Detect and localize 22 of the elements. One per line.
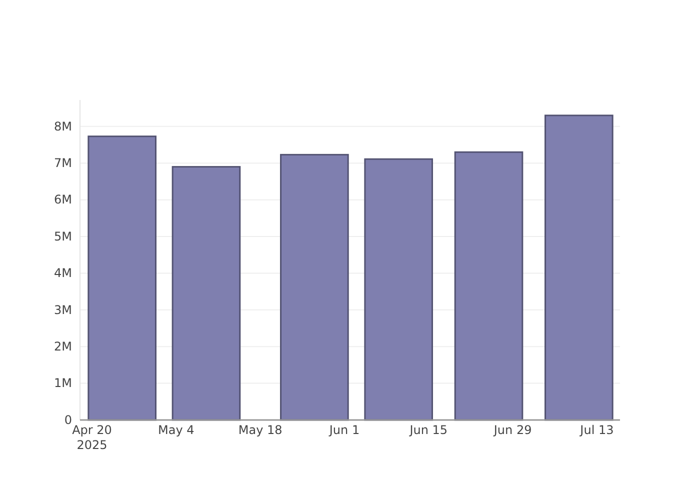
x-tick-label: May 18 <box>238 423 282 437</box>
bar <box>172 166 241 421</box>
x-tick-label: Jun 29 <box>492 423 532 437</box>
bar <box>280 154 349 421</box>
y-tick-label: 6M <box>54 192 72 207</box>
y-tick-label: 7M <box>54 156 72 170</box>
y-tick-label: 5M <box>54 229 72 244</box>
x-tick-label: Apr 20 2025 <box>72 423 112 452</box>
y-tick-label: 2M <box>54 339 72 354</box>
bar <box>544 114 614 421</box>
y-tick-label: 8M <box>54 119 72 134</box>
bar <box>454 151 524 421</box>
x-tick-label: Jun 15 <box>408 423 448 437</box>
bar <box>88 136 156 421</box>
y-tick-label: 1M <box>54 376 72 390</box>
x-tick-label: May 4 <box>158 423 194 437</box>
x-tick-label: Jun 1 <box>328 423 360 437</box>
y-tick-label: 4M <box>54 266 72 280</box>
bar <box>364 158 434 421</box>
x-tick-label: Jul 13 <box>579 423 614 437</box>
y-tick-label: 0 <box>64 412 72 427</box>
y-tick-label: 3M <box>54 302 72 317</box>
